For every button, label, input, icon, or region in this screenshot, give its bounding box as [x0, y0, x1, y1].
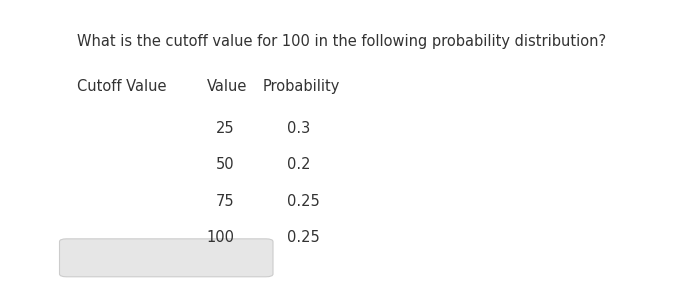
Text: 75: 75: [216, 194, 234, 209]
Text: Probability: Probability: [262, 79, 340, 94]
Text: Value: Value: [206, 79, 247, 94]
Text: 0.25: 0.25: [287, 230, 320, 245]
Text: 25: 25: [216, 121, 234, 136]
Text: 0.25: 0.25: [287, 194, 320, 209]
Text: 0.2: 0.2: [287, 157, 311, 172]
Text: Cutoff Value: Cutoff Value: [77, 79, 167, 94]
Text: 100: 100: [206, 230, 235, 245]
Text: 0.3: 0.3: [287, 121, 310, 136]
Text: What is the cutoff value for 100 in the following probability distribution?: What is the cutoff value for 100 in the …: [77, 34, 606, 49]
FancyBboxPatch shape: [60, 239, 273, 277]
Text: 50: 50: [216, 157, 234, 172]
